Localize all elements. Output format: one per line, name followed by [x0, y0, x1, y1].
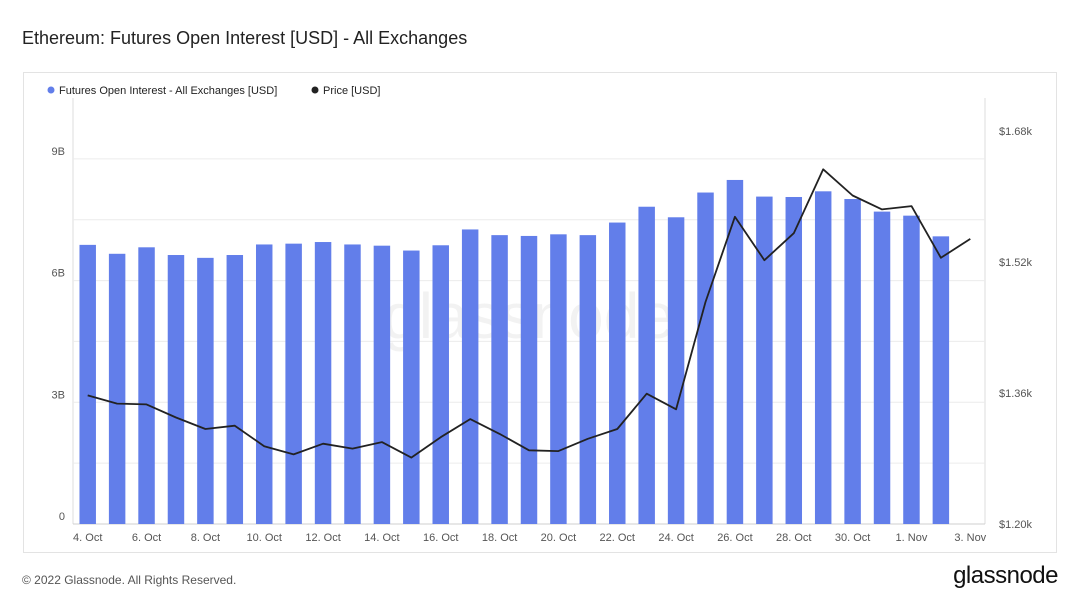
open-interest-bar	[314, 242, 332, 524]
right-axis-tick-label: $1.36k	[999, 388, 1033, 400]
open-interest-bar	[667, 217, 685, 524]
chart-svg: Futures Open Interest - All Exchanges [U…	[47, 85, 1033, 544]
legend-label: Futures Open Interest - All Exchanges [U…	[59, 85, 277, 97]
x-axis-tick-label: 26. Oct	[717, 532, 752, 544]
open-interest-bar	[108, 253, 126, 524]
x-axis-tick-label: 3. Nov	[954, 532, 986, 544]
chart-legend: Futures Open Interest - All Exchanges [U…	[47, 85, 380, 97]
right-axis-tick-label: $1.52k	[999, 257, 1033, 269]
legend-label: Price [USD]	[323, 85, 380, 97]
open-interest-bar	[726, 179, 744, 524]
x-axis-tick-label: 4. Oct	[73, 532, 102, 544]
right-axis-tick-label: $1.20k	[999, 519, 1033, 531]
open-interest-bar	[285, 243, 302, 524]
left-axis-tick-label: 3B	[52, 389, 65, 401]
x-axis-tick-label: 10. Oct	[246, 532, 281, 544]
legend-marker	[47, 86, 55, 94]
x-axis-tick-label: 14. Oct	[364, 532, 399, 544]
open-interest-bar	[491, 235, 508, 525]
open-interest-bar	[226, 255, 244, 525]
open-interest-bar	[756, 196, 773, 524]
open-interest-bar	[697, 192, 714, 524]
open-interest-bar	[609, 222, 626, 524]
price-line-series	[87, 168, 971, 459]
open-interest-bar	[873, 211, 891, 524]
x-axis-tick-label: 22. Oct	[600, 532, 635, 544]
copyright-text: © 2022 Glassnode. All Rights Reserved.	[22, 573, 237, 587]
x-axis-tick-label: 30. Oct	[835, 532, 870, 544]
open-interest-bar	[197, 257, 214, 524]
brand-logo[interactable]: glassnode	[953, 562, 1058, 589]
x-axis-tick-label: 20. Oct	[541, 532, 576, 544]
left-axis-tick-label: 9B	[52, 146, 65, 158]
x-axis-tick-label: 24. Oct	[658, 532, 693, 544]
left-axis-tick-label: 0	[59, 511, 65, 523]
chart-panel: Futures Open Interest - All Exchanges [U…	[23, 72, 1057, 553]
open-interest-bar	[432, 245, 449, 524]
page-title: Ethereum: Futures Open Interest [USD] - …	[22, 28, 468, 48]
open-interest-bar	[814, 191, 832, 525]
x-axis-tick-label: 12. Oct	[305, 532, 340, 544]
right-axis-tick-label: $1.68k	[999, 126, 1033, 138]
open-interest-bar	[403, 250, 420, 524]
open-interest-bar	[255, 244, 273, 524]
x-axis-tick-label: 8. Oct	[191, 532, 220, 544]
legend-marker	[311, 86, 319, 94]
open-interest-bar	[344, 244, 361, 524]
open-interest-bar	[844, 199, 861, 524]
open-interest-bar	[932, 236, 950, 524]
x-axis-tick-label: 18. Oct	[482, 532, 517, 544]
axes: 0 3B 6B 9B $1.20k $1.36k $1.52k $1.68k 4. Oct 6. …	[52, 126, 1033, 544]
open-interest-bar	[785, 196, 803, 524]
open-interest-bar	[520, 235, 538, 524]
open-interest-bar	[903, 215, 920, 524]
open-interest-bar	[138, 247, 155, 524]
open-interest-bar	[167, 255, 185, 525]
open-interest-bar	[579, 235, 597, 525]
x-axis-tick-label: 6. Oct	[132, 532, 161, 544]
left-axis-tick-label: 6B	[52, 268, 65, 280]
x-axis-tick-label: 16. Oct	[423, 532, 458, 544]
open-interest-bar	[461, 229, 479, 525]
x-axis-tick-label: 28. Oct	[776, 532, 811, 544]
open-interest-bar	[373, 245, 391, 524]
open-interest-bar	[79, 244, 96, 524]
open-interest-bar	[550, 234, 567, 524]
open-interest-bar	[638, 206, 655, 524]
price-line	[87, 168, 971, 459]
bar-series	[79, 179, 950, 525]
x-axis-tick-label: 1. Nov	[896, 532, 928, 544]
